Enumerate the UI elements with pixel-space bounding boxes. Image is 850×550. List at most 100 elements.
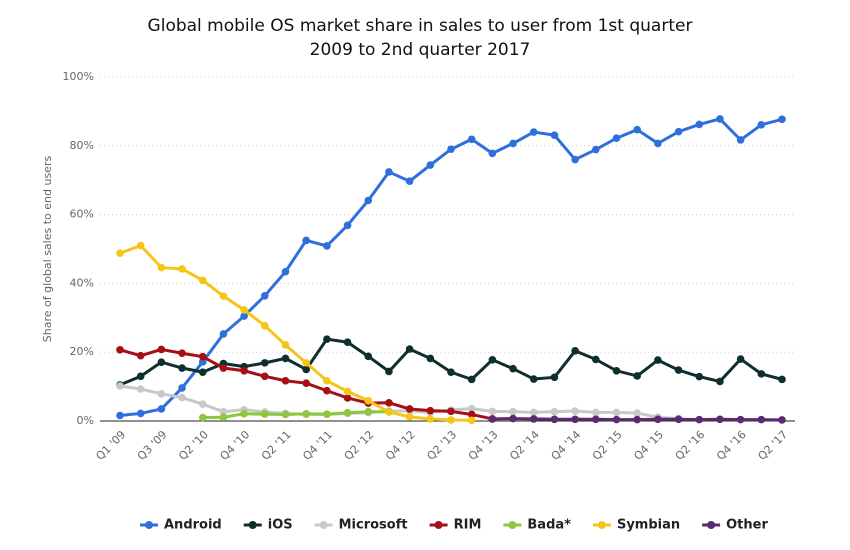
data-point (178, 349, 186, 358)
legend-marker (319, 521, 328, 529)
data-point (674, 415, 683, 424)
data-point (426, 354, 435, 363)
legend-label: iOS (268, 518, 293, 533)
data-point (261, 359, 269, 367)
data-point (343, 221, 352, 230)
data-point (240, 366, 248, 375)
data-point (302, 236, 310, 245)
data-point (219, 407, 228, 416)
data-point (488, 149, 497, 158)
data-point (261, 410, 269, 418)
data-point (529, 128, 538, 136)
data-point (736, 136, 745, 144)
data-point (695, 120, 704, 129)
data-point (467, 404, 476, 413)
data-point (302, 409, 310, 418)
data-point (136, 351, 145, 360)
data-point (633, 372, 641, 380)
data-point (488, 407, 497, 416)
x-tick-label: Q2 '10 (176, 428, 211, 463)
data-point (198, 413, 207, 422)
legend-label: Microsoft (339, 518, 408, 533)
data-point (467, 410, 476, 419)
data-point (157, 345, 166, 354)
legend-marker (248, 521, 257, 529)
x-tick-label: Q2 '17 (755, 428, 790, 463)
data-point (571, 415, 579, 424)
data-point (178, 393, 186, 402)
data-point (136, 409, 145, 418)
data-point (447, 145, 455, 154)
data-point (467, 135, 476, 144)
data-point (157, 390, 166, 398)
data-point (550, 415, 559, 424)
data-point (219, 330, 228, 338)
data-point (488, 415, 497, 423)
data-point (695, 415, 704, 424)
data-point (281, 341, 290, 349)
x-tick-label: Q2 '16 (673, 428, 708, 463)
data-point (343, 387, 352, 396)
data-point (757, 415, 766, 424)
data-point (136, 372, 145, 381)
data-point (198, 368, 207, 376)
data-point (716, 377, 724, 386)
data-point (550, 373, 559, 382)
data-point (550, 407, 559, 416)
data-point (426, 161, 435, 169)
data-point (778, 115, 786, 124)
data-point (592, 408, 600, 417)
data-point (116, 382, 124, 390)
data-point (633, 415, 641, 424)
data-point (571, 407, 579, 415)
data-point (261, 372, 269, 381)
legend-marker (145, 521, 153, 529)
data-point (716, 415, 724, 424)
x-tick-label: Q4 '16 (714, 428, 749, 463)
data-point (633, 125, 641, 134)
x-tick-label: Q4 '14 (549, 428, 584, 463)
data-point (778, 375, 786, 384)
data-point (736, 415, 745, 424)
legend-marker (597, 521, 606, 529)
data-point (509, 139, 517, 148)
data-point (302, 359, 310, 367)
legend-label: Other (726, 518, 768, 533)
data-point (240, 312, 248, 320)
data-point (343, 338, 352, 347)
data-point (385, 367, 393, 376)
x-tick-label: Q2 '14 (507, 428, 542, 463)
data-point (343, 408, 352, 417)
data-point (695, 372, 704, 381)
x-tick-label: Q3 '09 (135, 428, 170, 463)
series-line (119, 243, 472, 422)
data-point (116, 411, 124, 420)
series-line (119, 384, 679, 421)
legend-label: Bada* (527, 518, 571, 533)
data-point (364, 196, 373, 205)
data-point (281, 410, 290, 419)
legend-label: Android (164, 518, 222, 533)
data-point (219, 364, 228, 372)
data-point (612, 366, 621, 375)
data-point (592, 415, 600, 424)
data-point (281, 267, 290, 276)
y-tick-label: 80% (70, 139, 94, 152)
x-tick-label: Q2 '12 (342, 428, 377, 463)
data-point (136, 385, 145, 393)
data-point (219, 413, 228, 422)
data-point (198, 276, 207, 285)
data-point (612, 415, 621, 424)
data-point (385, 168, 393, 176)
data-point (405, 405, 414, 413)
legend-marker (508, 521, 517, 529)
x-tick-label: Q4 '15 (631, 428, 666, 463)
data-point (571, 155, 579, 164)
data-point (529, 375, 538, 383)
data-point (612, 134, 621, 143)
data-point (405, 177, 414, 186)
data-point (178, 384, 186, 392)
legend-label: RIM (454, 518, 482, 533)
data-point (198, 352, 207, 361)
